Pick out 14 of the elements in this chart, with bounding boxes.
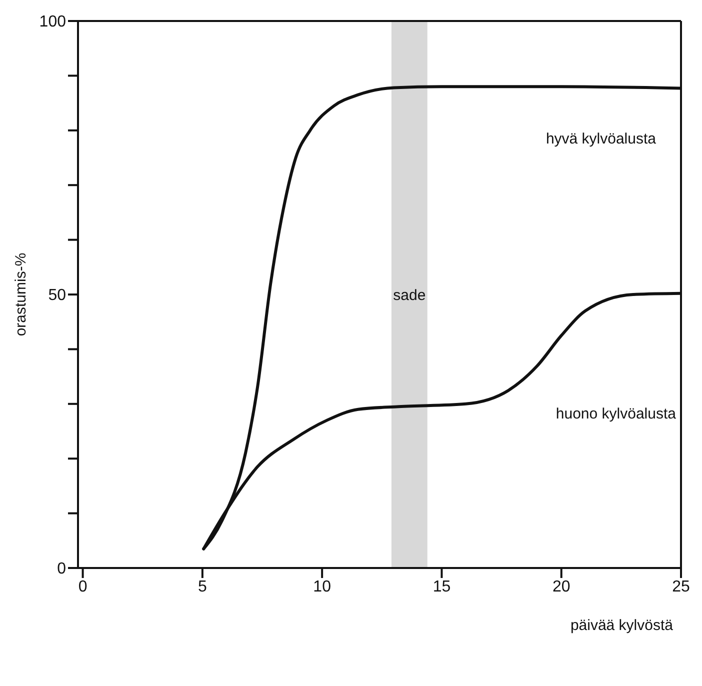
x-tick-label: 15	[432, 578, 451, 596]
band-label: sade	[393, 286, 426, 304]
x-tick-label: 5	[198, 578, 207, 596]
x-tick-label: 25	[672, 578, 690, 596]
x-tick-label: 20	[552, 578, 570, 596]
y-axis-title: orastumis-%	[12, 252, 30, 336]
y-tick-label: 0	[57, 560, 66, 578]
x-tick-label: 0	[78, 578, 88, 596]
text: hyvä kylvöalusta	[546, 130, 657, 148]
text: huono kylvöalusta	[556, 405, 677, 422]
y-tick-label: 50	[48, 287, 66, 304]
x-tick-label: 10	[313, 578, 332, 596]
x-axis-title: päivää kylvöstä	[570, 617, 674, 634]
y-tick-label: 100	[39, 14, 66, 31]
